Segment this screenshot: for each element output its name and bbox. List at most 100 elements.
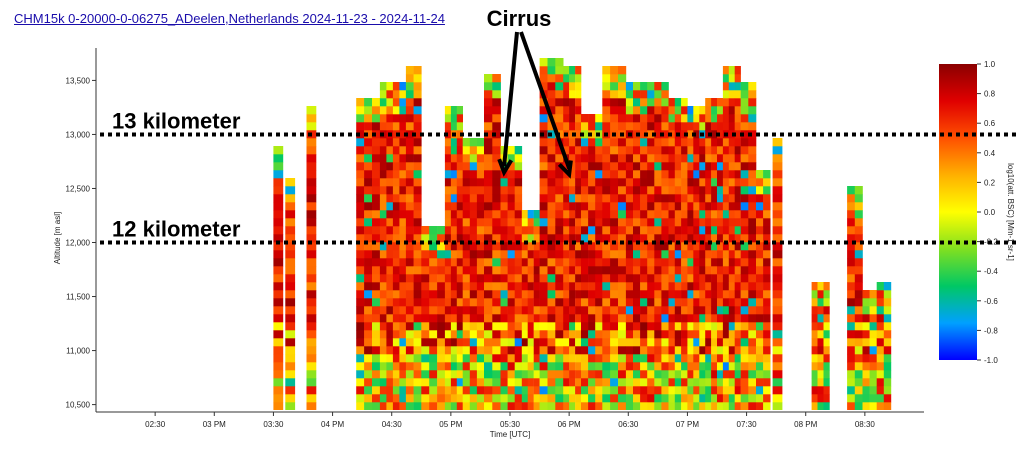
heatmap-cell [681, 210, 688, 219]
heatmap-cell [569, 402, 576, 410]
heatmap-cell [876, 314, 885, 323]
heatmap-cell [386, 386, 394, 395]
heatmap-cell [610, 258, 619, 267]
heatmap-cell [699, 386, 706, 395]
heatmap-cell [740, 386, 749, 395]
heatmap-cell [413, 90, 422, 99]
heatmap-cell [563, 202, 570, 211]
heatmap-cell [547, 66, 556, 75]
heatmap-cell [547, 138, 556, 147]
heatmap-cell [539, 394, 548, 403]
heatmap-cell [847, 306, 856, 315]
heatmap-cell [647, 130, 655, 139]
heatmap-cell [364, 98, 373, 107]
heatmap-cell [740, 346, 749, 355]
heatmap-cell [772, 282, 783, 291]
heatmap-cell [484, 330, 493, 339]
heatmap-cell [421, 346, 430, 355]
heatmap-cell [772, 362, 783, 371]
x-tick-label: 08:30 [855, 420, 876, 429]
heatmap-cell [356, 370, 365, 379]
heatmap-cell [476, 370, 485, 379]
heatmap-cell [772, 346, 783, 355]
heatmap-cell [722, 298, 730, 307]
heatmap-cell [740, 194, 749, 203]
heatmap-cell [748, 122, 757, 131]
heatmap-cell [533, 378, 540, 387]
heatmap-cell [379, 138, 387, 147]
heatmap-cell [763, 378, 771, 387]
heatmap-cell [392, 362, 400, 371]
heatmap-cell [883, 298, 892, 307]
heatmap-cell [588, 226, 596, 235]
heatmap-cell [610, 98, 619, 107]
heatmap-cell [854, 202, 863, 211]
heatmap-cell [728, 306, 735, 315]
heatmap-cell [763, 210, 771, 219]
heatmap-cell [687, 234, 694, 243]
heatmap-cell [547, 282, 556, 291]
heatmap-cell [602, 178, 611, 187]
heatmap-cell [717, 242, 724, 251]
heatmap-cell [450, 282, 458, 291]
heatmap-cell [386, 146, 394, 155]
heatmap-cell [681, 234, 688, 243]
heatmap-cell [555, 226, 564, 235]
heatmap-cell [476, 314, 485, 323]
heatmap-cell [306, 242, 317, 251]
heatmap-cell [681, 250, 688, 259]
heatmap-cell [633, 394, 641, 403]
heatmap-cell [647, 210, 655, 219]
heatmap-cell [575, 202, 582, 211]
heatmap-cell [575, 90, 582, 99]
heatmap-cell [699, 338, 706, 347]
heatmap-cell [547, 354, 556, 363]
heatmap-cell [588, 186, 596, 195]
heatmap-cell [500, 266, 508, 275]
heatmap-cell [429, 290, 438, 299]
heatmap-cell [405, 338, 414, 347]
chart-title-link[interactable]: CHM15k 0-20000-0-06275_ADeelen,Netherlan… [14, 11, 445, 26]
heatmap-cell [444, 370, 452, 379]
heatmap-cell [717, 226, 724, 235]
heatmap-cell [569, 74, 576, 83]
heatmap-cell [386, 210, 394, 219]
heatmap-cell [756, 218, 764, 227]
heatmap-cell [563, 218, 570, 227]
colorbar-tick-label: 0.4 [984, 149, 996, 158]
heatmap-cell [734, 370, 741, 379]
heatmap-cell [748, 250, 757, 259]
heatmap-cell [640, 370, 648, 379]
heatmap-cell [421, 330, 430, 339]
heatmap-cell [654, 314, 662, 323]
heatmap-cell [763, 314, 771, 323]
heatmap-cell [555, 346, 564, 355]
heatmap-cell [705, 226, 712, 235]
heatmap-cell [772, 338, 783, 347]
heatmap-cell [734, 314, 741, 323]
heatmap-cell [507, 234, 515, 243]
heatmap-cell [500, 338, 508, 347]
heatmap-cell [450, 218, 458, 227]
heatmap-cell [469, 386, 478, 395]
heatmap-cell [734, 186, 741, 195]
heatmap-cell [356, 194, 365, 203]
heatmap-cell [647, 258, 655, 267]
heatmap-cell [273, 202, 284, 211]
heatmap-cell [734, 282, 741, 291]
heatmap-cell [379, 114, 387, 123]
heatmap-cell [661, 90, 669, 99]
heatmap-cell [711, 370, 718, 379]
heatmap-cell [429, 274, 438, 283]
heatmap-cell [462, 282, 471, 291]
heatmap-cell [817, 394, 824, 403]
heatmap-cell [699, 146, 706, 155]
heatmap-cell [722, 386, 730, 395]
heatmap-cell [569, 298, 576, 307]
heatmap-cell [462, 146, 471, 155]
heatmap-cell [699, 234, 706, 243]
heatmap-cell [674, 274, 682, 283]
heatmap-cell [640, 314, 648, 323]
heatmap-cell [869, 290, 877, 299]
heatmap-cell [450, 298, 458, 307]
